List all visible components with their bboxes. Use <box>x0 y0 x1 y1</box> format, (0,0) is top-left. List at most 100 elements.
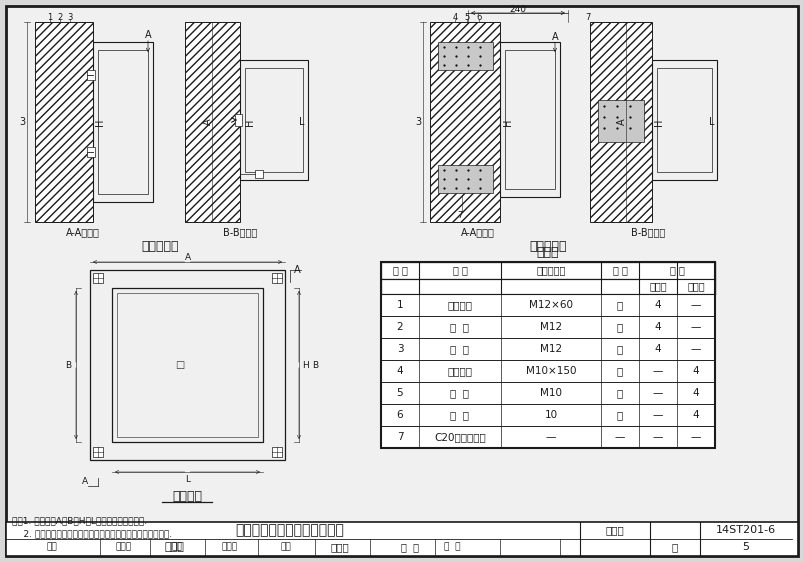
Bar <box>93 273 103 283</box>
Bar <box>589 22 651 222</box>
Text: A: A <box>616 119 626 125</box>
Text: B: B <box>65 360 71 369</box>
Text: 膨胀螺栓: 膨胀螺栓 <box>447 366 472 376</box>
Text: 1: 1 <box>47 12 52 21</box>
Text: 4: 4 <box>692 410 699 420</box>
Text: A: A <box>184 253 190 262</box>
Text: 李之军: 李之军 <box>222 542 238 551</box>
Text: A-A剖百图: A-A剖百图 <box>460 227 495 237</box>
Text: 2: 2 <box>396 322 403 332</box>
Text: 杨  晗: 杨 晗 <box>443 542 459 551</box>
Text: 3: 3 <box>396 344 403 354</box>
Bar <box>255 170 263 178</box>
Text: B: B <box>312 360 318 369</box>
Text: —: — <box>690 344 700 354</box>
Text: H: H <box>653 119 663 126</box>
Text: 方案（一）: 方案（一） <box>141 239 178 252</box>
Text: 7: 7 <box>396 432 403 442</box>
Text: C20细石混凝土: C20细石混凝土 <box>434 432 485 442</box>
Text: 7: 7 <box>585 12 590 21</box>
Bar <box>117 293 258 437</box>
Text: 4: 4 <box>654 322 661 332</box>
Text: 页: 页 <box>671 542 677 552</box>
Bar <box>504 50 554 189</box>
Text: 垫  圈: 垫 圈 <box>450 410 469 420</box>
Text: A: A <box>145 30 151 40</box>
Text: 图集号: 图集号 <box>605 525 624 535</box>
Text: 4: 4 <box>692 388 699 398</box>
Text: 7: 7 <box>457 211 462 220</box>
Text: H: H <box>503 119 512 126</box>
Text: B-B剖面图: B-B剖面图 <box>630 227 664 237</box>
Text: 5: 5 <box>742 542 748 552</box>
Text: A: A <box>293 265 300 275</box>
Text: 4: 4 <box>396 366 403 376</box>
Bar <box>35 22 93 222</box>
Text: L: L <box>185 474 190 483</box>
Bar <box>381 262 714 279</box>
Bar <box>499 42 560 197</box>
Bar <box>381 360 714 382</box>
Text: 4: 4 <box>654 300 661 310</box>
Text: 审核: 审核 <box>47 542 57 551</box>
Text: A: A <box>202 119 213 125</box>
Bar <box>185 22 240 222</box>
Text: B-B剖面图: B-B剖面图 <box>222 227 257 237</box>
Text: 个: 个 <box>616 344 622 354</box>
Text: 注：1. 图中尺寸A、B、H、L以现场实际情况为准.: 注：1. 图中尺寸A、B、H、L以现场实际情况为准. <box>12 516 147 525</box>
Bar <box>93 42 153 202</box>
Bar <box>597 100 643 142</box>
Text: H: H <box>245 119 255 126</box>
Text: 3: 3 <box>67 12 72 21</box>
Text: 14ST201-6: 14ST201-6 <box>715 525 775 535</box>
Bar <box>656 68 711 172</box>
Text: A: A <box>82 478 88 487</box>
Bar <box>651 60 716 180</box>
Bar <box>381 294 714 316</box>
Text: 4: 4 <box>692 366 699 376</box>
Bar <box>93 447 103 457</box>
Bar <box>234 114 242 126</box>
Text: 型号及规格: 型号及规格 <box>536 265 565 275</box>
Text: 成套配电笱在墙上用谗栓安装: 成套配电笱在墙上用谗栓安装 <box>235 523 344 537</box>
Text: 个: 个 <box>616 388 622 398</box>
Text: 5: 5 <box>396 388 403 398</box>
Bar <box>381 338 714 360</box>
Text: L: L <box>299 117 304 127</box>
Text: 个: 个 <box>616 410 622 420</box>
Text: 程龄营: 程龄营 <box>116 542 132 551</box>
Text: 单 位: 单 位 <box>612 265 626 275</box>
Bar <box>112 288 263 442</box>
Bar <box>430 22 499 222</box>
Bar <box>381 262 714 448</box>
Text: M10×150: M10×150 <box>525 366 576 376</box>
Text: 2: 2 <box>57 12 63 21</box>
Text: 方案（二）: 方案（二） <box>528 239 566 252</box>
Text: M10: M10 <box>540 388 561 398</box>
Text: 膨胀螺栓: 膨胀螺栓 <box>447 300 472 310</box>
Text: 4: 4 <box>452 12 457 21</box>
Text: 2. 方案（一）适用于混凝土墙；方案（二）适用于实心砖墙.: 2. 方案（一）适用于混凝土墙；方案（二）适用于实心砖墙. <box>12 529 172 538</box>
Bar <box>240 60 308 180</box>
Bar <box>381 279 714 294</box>
Text: —: — <box>652 432 662 442</box>
Text: L: L <box>708 117 714 127</box>
Bar <box>381 316 714 338</box>
Text: M12: M12 <box>540 344 561 354</box>
Text: 个: 个 <box>616 300 622 310</box>
Text: 3: 3 <box>19 117 25 127</box>
Text: □: □ <box>175 360 184 370</box>
Text: —: — <box>545 432 556 442</box>
Text: 5: 5 <box>464 12 469 21</box>
Text: 螺  母: 螺 母 <box>450 322 469 332</box>
Bar <box>87 70 95 80</box>
Text: 正立面图: 正立面图 <box>173 490 202 502</box>
Text: 6: 6 <box>475 12 481 21</box>
Text: 材料表: 材料表 <box>536 246 559 259</box>
Text: 个: 个 <box>616 366 622 376</box>
Text: 240: 240 <box>509 4 526 13</box>
Text: A-A剖面图: A-A剖面图 <box>66 227 100 237</box>
Text: H: H <box>95 119 105 126</box>
Text: 李之军: 李之军 <box>330 542 349 552</box>
Text: 10: 10 <box>544 410 556 420</box>
